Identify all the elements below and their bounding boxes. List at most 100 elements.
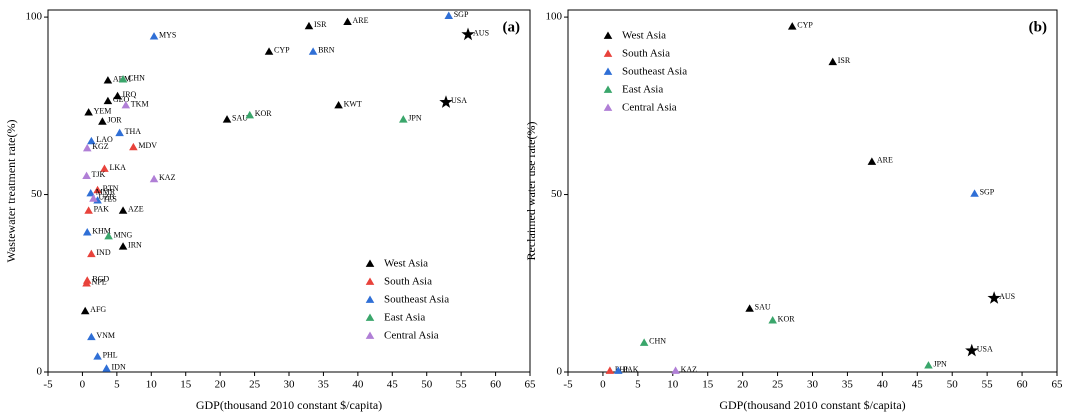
triangle-marker — [970, 189, 979, 197]
x-tick-label: 55 — [456, 379, 468, 391]
point-label: MYS — [159, 30, 176, 39]
point-label: BGD — [92, 275, 109, 284]
point-label: AUS — [999, 292, 1015, 301]
triangle-marker — [264, 47, 274, 55]
triangle-marker — [343, 17, 352, 25]
point-label: CHN — [649, 337, 666, 346]
point-label: AFG — [90, 305, 106, 314]
x-tick-label: 65 — [1052, 379, 1064, 391]
triangle-marker — [102, 364, 111, 372]
legend-label: Central Asia — [384, 330, 439, 342]
point-label: KOR — [255, 109, 273, 118]
triangle-marker — [87, 136, 96, 145]
triangle-marker — [149, 32, 159, 40]
x-tick-label: 20 — [215, 379, 227, 391]
legend-label: West Asia — [384, 258, 428, 270]
point-label: AUS — [473, 28, 489, 37]
star-marker — [965, 343, 979, 357]
point-label: SGP — [980, 188, 995, 197]
triangle-marker — [98, 117, 107, 125]
point-label: PHL — [103, 351, 118, 360]
point-label: BTN — [103, 184, 119, 193]
y-tick-label: 100 — [546, 11, 563, 23]
point-label: LAO — [96, 135, 113, 144]
point-label: USA — [451, 96, 467, 105]
x-tick-label: 25 — [772, 379, 784, 391]
triangle-marker — [828, 57, 838, 66]
y-tick-label: 100 — [26, 11, 43, 23]
x-tick-label: 55 — [982, 379, 994, 391]
triangle-marker — [245, 110, 255, 119]
triangle-marker — [82, 279, 91, 287]
point-label: YEM — [94, 106, 112, 115]
triangle-marker — [924, 361, 933, 369]
point-label: PAK — [94, 205, 109, 214]
point-label: TLS — [103, 194, 117, 203]
x-tick-label: 15 — [180, 379, 192, 391]
x-tick-label: 20 — [737, 379, 749, 391]
point-label: SAU — [232, 113, 248, 122]
triangle-marker — [444, 11, 454, 19]
x-tick-label: 15 — [702, 379, 714, 391]
point-label: TJK — [92, 170, 106, 179]
point-label: BRN — [318, 46, 335, 55]
point-label: ISR — [314, 20, 327, 29]
legend-marker — [603, 67, 613, 75]
point-label: VNM — [96, 331, 115, 340]
point-label: USA — [977, 345, 993, 354]
triangle-marker — [671, 366, 680, 374]
legend-marker — [603, 85, 613, 93]
x-tick-label: 60 — [490, 379, 502, 391]
x-tick-label: 0 — [80, 379, 86, 391]
y-tick-label: 0 — [37, 366, 43, 378]
triangle-marker — [100, 164, 109, 172]
point-label: JOR — [107, 116, 122, 125]
point-label: SAU — [755, 303, 771, 312]
triangle-marker — [867, 157, 877, 165]
triangle-marker — [84, 108, 93, 116]
x-tick-label: 0 — [600, 379, 606, 391]
x-tick-label: 30 — [807, 379, 819, 391]
triangle-marker — [605, 366, 615, 374]
point-label: MMR — [96, 187, 116, 196]
triangle-marker — [82, 171, 91, 180]
triangle-marker — [399, 115, 408, 123]
triangle-marker — [118, 75, 128, 83]
point-label: CYP — [274, 46, 290, 55]
x-tick-label: 50 — [947, 379, 959, 391]
triangle-marker — [745, 304, 754, 312]
point-label: MNG — [114, 230, 133, 239]
point-label: AZE — [128, 205, 144, 214]
y-axis-label: Wastewater treatment rate(%) — [4, 120, 18, 263]
triangle-marker — [334, 100, 343, 109]
star-marker — [439, 95, 453, 108]
x-tick-label: 40 — [877, 379, 889, 391]
star-marker — [461, 27, 475, 41]
x-tick-label: 35 — [842, 379, 854, 391]
point-label: IRN — [128, 241, 142, 250]
legend-marker — [365, 295, 375, 303]
triangle-marker — [103, 76, 113, 84]
legend-marker — [365, 313, 375, 321]
triangle-marker — [82, 228, 92, 236]
point-label: JPN — [933, 359, 947, 368]
point-label: UZB — [98, 193, 114, 202]
triangle-marker — [118, 242, 128, 250]
triangle-marker — [129, 142, 138, 151]
point-label: IDN — [112, 363, 126, 372]
triangle-marker — [103, 96, 113, 105]
triangle-marker — [87, 249, 96, 258]
point-label: SGP — [454, 10, 469, 19]
triangle-marker — [118, 206, 128, 214]
point-label: MDV — [138, 141, 157, 150]
x-tick-label: 25 — [249, 379, 261, 391]
point-label: KGZ — [92, 142, 109, 151]
x-tick-label: 10 — [667, 379, 679, 391]
triangle-marker — [93, 352, 102, 360]
legend-marker — [365, 259, 375, 267]
panel-label: (a) — [503, 19, 521, 35]
x-tick-label: 40 — [352, 379, 364, 391]
y-tick-label: 50 — [31, 188, 43, 200]
triangle-marker — [614, 366, 623, 374]
